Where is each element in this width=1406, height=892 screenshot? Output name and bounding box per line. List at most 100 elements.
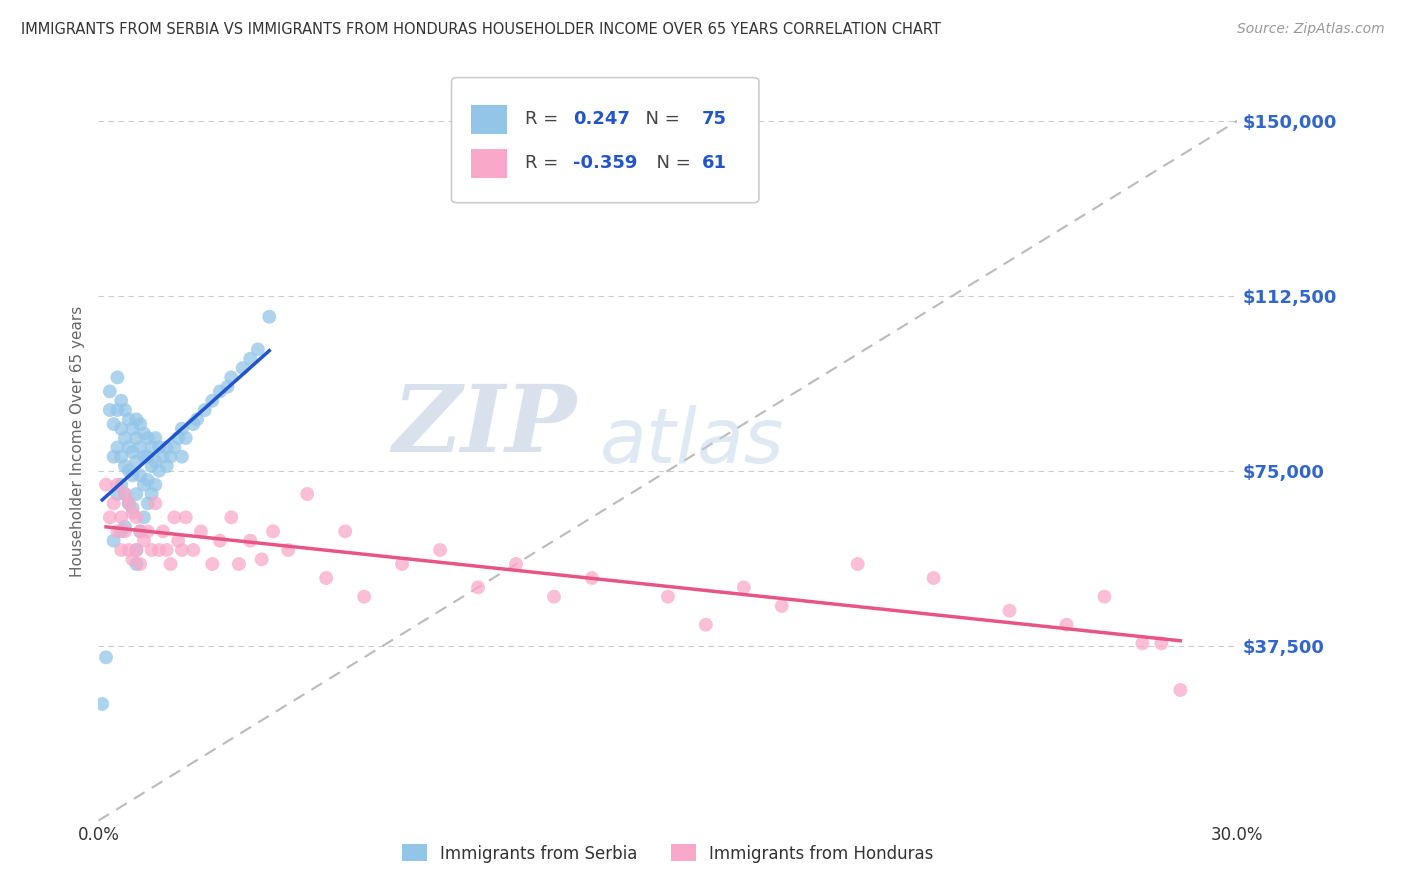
Point: [1132, 636, 1154, 650]
Point: [221, 510, 243, 524]
Point: [121, 468, 143, 483]
Point: [250, 552, 273, 566]
Point: [103, 496, 125, 510]
Point: [167, 533, 190, 548]
Point: [335, 524, 357, 539]
Point: [107, 487, 129, 501]
Point: [467, 580, 489, 594]
Point: [132, 450, 155, 464]
Point: [121, 506, 143, 520]
Point: [98, 403, 121, 417]
Point: [136, 496, 159, 510]
Point: [156, 543, 179, 558]
FancyBboxPatch shape: [471, 105, 508, 134]
Point: [125, 557, 148, 571]
Point: [132, 426, 155, 441]
Point: [297, 487, 319, 501]
Point: [125, 431, 148, 445]
Point: [110, 543, 132, 558]
Point: [163, 441, 186, 455]
Point: [125, 454, 148, 468]
Point: [353, 590, 375, 604]
Text: IMMIGRANTS FROM SERBIA VS IMMIGRANTS FROM HONDURAS HOUSEHOLDER INCOME OVER 65 YE: IMMIGRANTS FROM SERBIA VS IMMIGRANTS FRO…: [21, 22, 941, 37]
Point: [136, 450, 159, 464]
Point: [107, 403, 129, 417]
Point: [110, 524, 132, 539]
Point: [125, 510, 148, 524]
Point: [141, 543, 163, 558]
Point: [107, 441, 129, 455]
Point: [94, 477, 117, 491]
Text: N =: N =: [634, 111, 685, 128]
Point: [152, 524, 174, 539]
Point: [121, 501, 143, 516]
Point: [132, 533, 155, 548]
Text: atlas: atlas: [599, 405, 785, 478]
Point: [114, 487, 136, 501]
Point: [129, 417, 152, 431]
FancyBboxPatch shape: [471, 149, 508, 178]
Point: [141, 458, 163, 473]
Point: [922, 571, 945, 585]
Point: [543, 590, 565, 604]
Point: [232, 361, 254, 376]
Point: [114, 458, 136, 473]
Point: [98, 510, 121, 524]
Text: -0.359: -0.359: [574, 154, 638, 172]
Point: [121, 552, 143, 566]
Point: [114, 403, 136, 417]
Text: 61: 61: [702, 154, 727, 172]
Point: [121, 422, 143, 436]
Point: [208, 384, 231, 399]
Point: [239, 533, 262, 548]
Point: [315, 571, 337, 585]
Point: [194, 403, 217, 417]
Point: [110, 450, 132, 464]
Point: [141, 441, 163, 455]
Point: [505, 557, 527, 571]
Point: [114, 524, 136, 539]
Point: [132, 477, 155, 491]
Point: [114, 487, 136, 501]
Point: [91, 697, 114, 711]
Y-axis label: Householder Income Over 65 years: Householder Income Over 65 years: [69, 306, 84, 577]
Point: [201, 557, 224, 571]
Point: [208, 533, 231, 548]
Point: [262, 524, 284, 539]
Point: [183, 543, 205, 558]
Point: [118, 496, 141, 510]
Point: [125, 487, 148, 501]
Point: [174, 431, 197, 445]
Point: [129, 441, 152, 455]
Point: [186, 412, 208, 426]
Point: [998, 604, 1021, 618]
Point: [152, 450, 174, 464]
Point: [118, 496, 141, 510]
Text: ZIP: ZIP: [392, 382, 576, 471]
Point: [103, 450, 125, 464]
Point: [136, 524, 159, 539]
Point: [228, 557, 250, 571]
Point: [132, 510, 155, 524]
Point: [170, 422, 193, 436]
Text: R =: R =: [526, 154, 564, 172]
Point: [110, 393, 132, 408]
Point: [148, 441, 170, 455]
Point: [129, 524, 152, 539]
Point: [107, 477, 129, 491]
Point: [770, 599, 793, 613]
FancyBboxPatch shape: [451, 78, 759, 202]
Point: [163, 510, 186, 524]
Point: [148, 464, 170, 478]
Point: [174, 510, 197, 524]
Point: [145, 454, 167, 468]
Point: [98, 384, 121, 399]
Point: [118, 464, 141, 478]
Point: [118, 441, 141, 455]
Point: [129, 557, 152, 571]
Point: [246, 343, 269, 357]
Legend: Immigrants from Serbia, Immigrants from Honduras: Immigrants from Serbia, Immigrants from …: [395, 838, 941, 869]
Text: Source: ZipAtlas.com: Source: ZipAtlas.com: [1237, 22, 1385, 37]
Point: [221, 370, 243, 384]
Point: [125, 543, 148, 558]
